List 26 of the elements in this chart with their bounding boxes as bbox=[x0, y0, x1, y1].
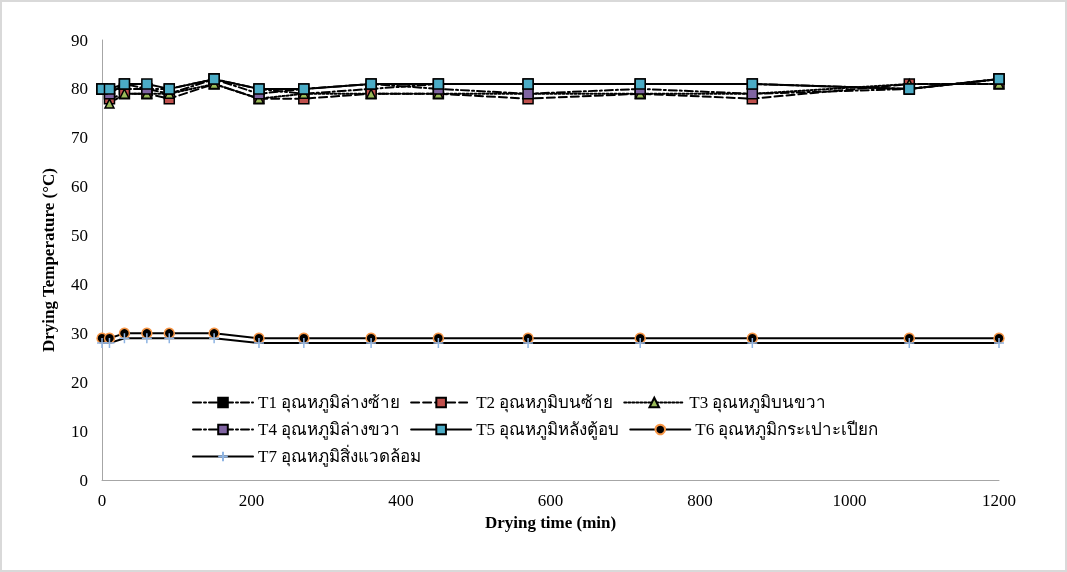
x-tick-label: 200 bbox=[238, 491, 265, 510]
y-tick-label: 70 bbox=[71, 128, 88, 148]
y-axis-title: Drying Temperature (°C) bbox=[39, 167, 58, 353]
y-tick-label: 0 bbox=[79, 470, 88, 490]
x-tick-label: 400 bbox=[388, 491, 414, 510]
legend-label: T4 อุณหภูมิล่างขวา bbox=[258, 420, 401, 440]
x-tick-label: 0 bbox=[97, 491, 107, 510]
x-tick-label: 1200 bbox=[982, 491, 1016, 510]
y-tick-label: 40 bbox=[71, 274, 88, 294]
legend-label: T5 อุณหภูมิหลังตู้อบ bbox=[476, 420, 620, 440]
legend-label: T2 อุณหภูมิบนซ้าย bbox=[476, 393, 614, 413]
legend-label: T7 อุณหภูมิสิ่งแวดล้อม bbox=[258, 444, 422, 467]
y-tick-label: 20 bbox=[71, 372, 88, 392]
y-tick-label: 30 bbox=[71, 323, 88, 343]
x-tick-label: 800 bbox=[687, 491, 713, 510]
y-tick-label: 80 bbox=[71, 79, 88, 99]
legend-label: T1 อุณหภูมิล่างซ้าย bbox=[258, 393, 401, 413]
y-tick-label: 90 bbox=[71, 30, 88, 50]
y-tick-label: 60 bbox=[71, 177, 88, 197]
x-tick-label: 600 bbox=[537, 491, 564, 510]
y-tick-label: 10 bbox=[71, 421, 88, 441]
x-tick-label: 1000 bbox=[832, 491, 867, 510]
x-axis-title: Drying time (min) bbox=[484, 513, 617, 532]
legend-label: T3 อุณหภูมิบนขวา bbox=[689, 393, 827, 413]
legend-label: T6 อุณหภูมิกระเปาะเปียก bbox=[695, 420, 879, 440]
y-tick-label: 50 bbox=[71, 226, 88, 246]
